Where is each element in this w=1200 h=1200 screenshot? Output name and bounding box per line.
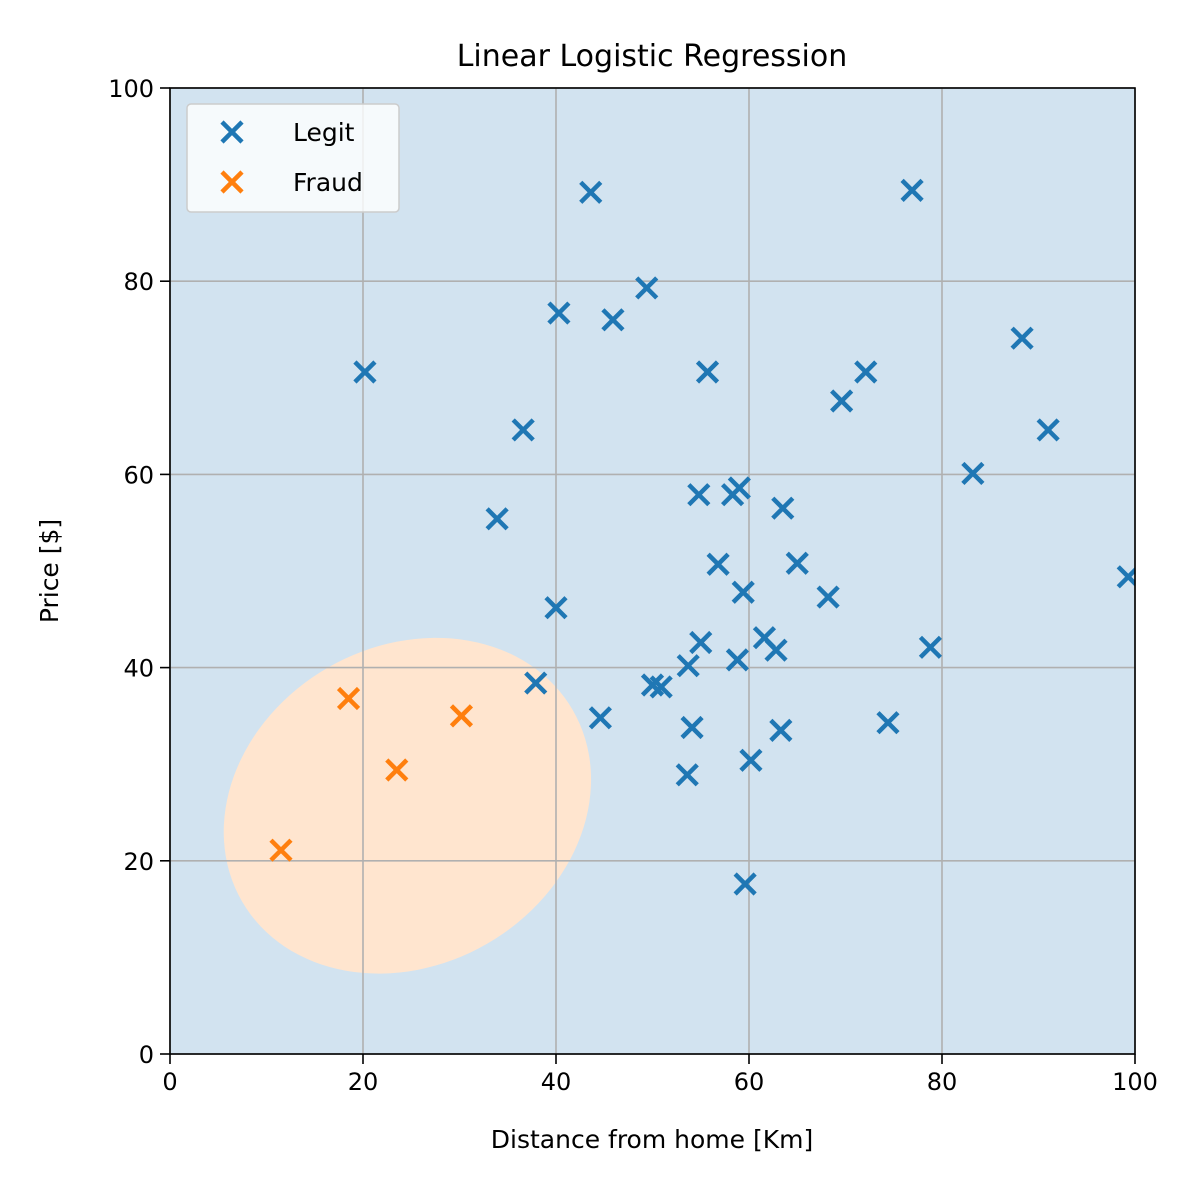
legit-point-marker — [680, 715, 704, 740]
legit-point-marker — [727, 476, 751, 500]
decision-region-fraud — [223, 637, 592, 974]
y-tick-label: 20 — [123, 848, 154, 876]
x-tick-label: 80 — [927, 1068, 958, 1096]
legit-point-marker — [524, 671, 548, 695]
legit-point-marker — [689, 630, 713, 655]
legit-point-marker — [816, 585, 840, 609]
legit-point-marker — [1036, 418, 1060, 442]
y-tick-label: 40 — [123, 655, 154, 683]
legend: Legit Fraud — [186, 103, 400, 213]
legit-point-marker — [733, 872, 757, 896]
fraud-point-marker — [269, 838, 293, 862]
fraud-point-marker — [336, 686, 361, 711]
legit-point-marker — [1010, 326, 1034, 350]
x-tick-label: 60 — [734, 1068, 765, 1096]
legit-point-marker — [353, 360, 377, 384]
x-tick-label: 100 — [1112, 1068, 1158, 1096]
x-tick-label: 40 — [541, 1068, 572, 1096]
legit-point-marker — [769, 718, 793, 742]
x-tick-label: 20 — [348, 1068, 379, 1096]
y-tick-label: 100 — [108, 75, 154, 103]
y-tick-label: 0 — [139, 1041, 154, 1069]
legit-point-marker — [876, 711, 900, 735]
axis-ticks: 0 20 40 60 80 100 0 20 40 60 80 100 — [108, 75, 1158, 1096]
plot-frame — [169, 87, 1136, 1055]
y-tick-label: 80 — [123, 268, 154, 296]
legit-point-marker — [544, 596, 568, 620]
x-tick-label: 0 — [162, 1068, 177, 1096]
fraud-point-marker — [385, 758, 409, 782]
data-points — [269, 178, 1135, 896]
legit-point-marker — [739, 748, 763, 772]
legit-point-marker — [676, 654, 700, 678]
legit-point-marker — [918, 635, 943, 659]
chart-title: Linear Logistic Regression — [457, 39, 848, 74]
fraud-point-marker — [449, 704, 474, 728]
legit-point-marker — [695, 360, 720, 384]
legend-box — [186, 103, 400, 213]
legit-point-marker — [635, 276, 659, 300]
legit-point-marker — [785, 551, 809, 575]
legit-point-marker — [649, 675, 673, 699]
legend-label-fraud: Fraud — [293, 168, 363, 197]
legit-point-marker — [725, 648, 750, 672]
legit-point-marker — [485, 507, 509, 531]
y-axis-label: Price [$] — [35, 519, 64, 623]
x-axis-label: Distance from home [Km] — [491, 1125, 813, 1154]
legit-point-marker — [771, 496, 795, 520]
legit-point-marker — [687, 483, 711, 507]
legit-point-marker — [830, 389, 854, 413]
legit-point-marker — [601, 308, 625, 332]
legend-marker-fraud — [220, 170, 244, 194]
legit-point-marker — [854, 360, 878, 384]
legit-point-marker — [579, 180, 603, 204]
legit-point-marker — [588, 706, 612, 730]
legit-point-marker — [675, 763, 699, 787]
legit-point-marker — [764, 638, 788, 662]
legit-point-marker — [511, 418, 535, 442]
legit-point-marker — [731, 580, 755, 604]
legend-label-legit: Legit — [293, 118, 355, 147]
legit-point-marker — [547, 301, 571, 325]
legit-point-marker — [706, 552, 730, 576]
y-tick-label: 60 — [123, 461, 154, 489]
decision-region-layer — [223, 637, 592, 974]
legit-point-marker — [961, 461, 985, 486]
legit-point-marker — [900, 178, 924, 202]
legend-marker-legit — [220, 120, 244, 144]
